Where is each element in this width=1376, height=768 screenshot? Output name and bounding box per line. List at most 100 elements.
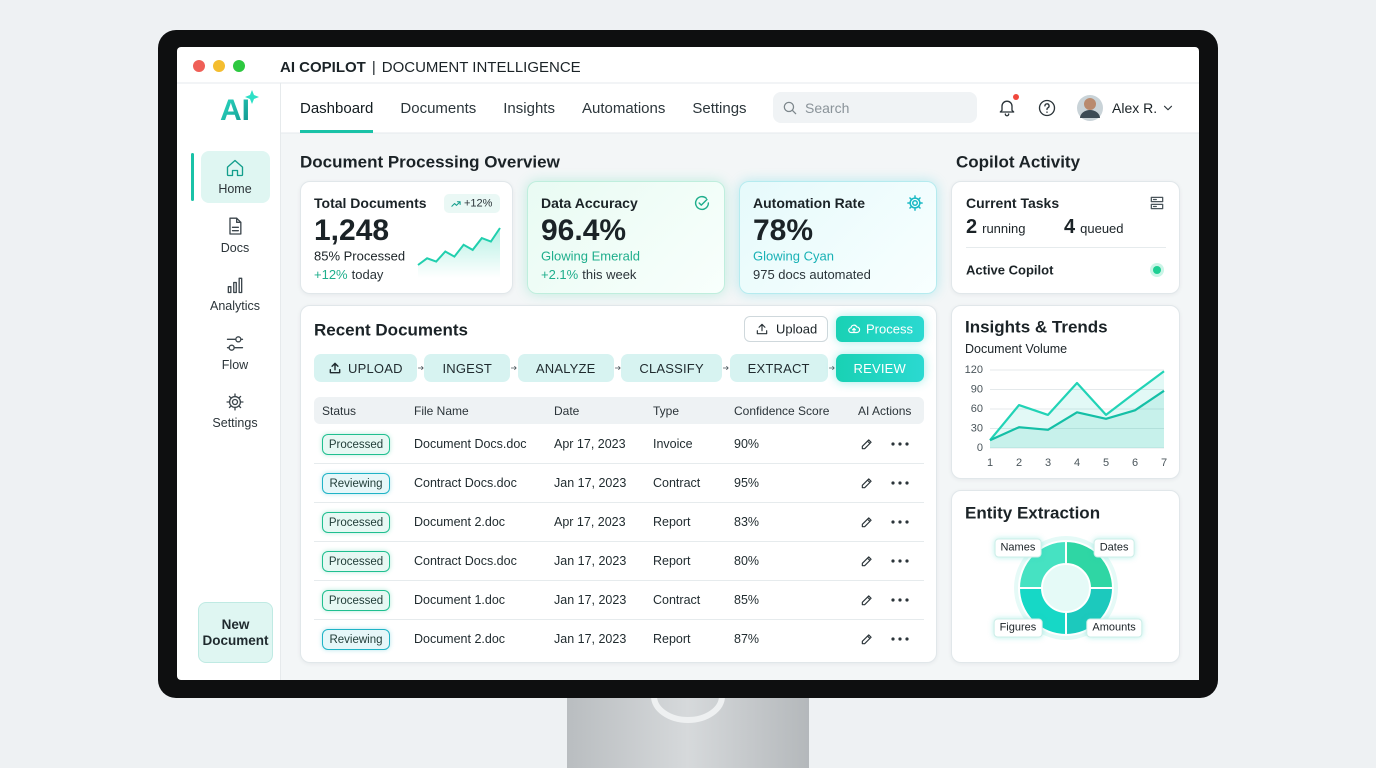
table-cell: 80% xyxy=(734,553,760,568)
pipeline-arrow-path xyxy=(828,365,835,371)
user-name[interactable]: Alex R. xyxy=(1112,100,1158,116)
pipeline-step-label[interactable]: UPLOAD xyxy=(348,360,403,376)
window-separator: | xyxy=(371,58,376,76)
table-cell: Jan 17, 2023 xyxy=(554,475,627,490)
running-tasks: 2 running xyxy=(966,216,1056,238)
row-divider xyxy=(314,502,924,503)
running-label: running xyxy=(982,221,1026,236)
stat-card-value: 1,248 xyxy=(314,214,390,247)
sidebar-label[interactable]: Home xyxy=(218,181,252,196)
window-brand: AI COPILOT xyxy=(280,58,366,76)
sidebar-label[interactable]: Settings xyxy=(212,415,258,430)
window-zoom[interactable] xyxy=(233,60,245,72)
queued-tasks: 4 queued xyxy=(1064,216,1154,238)
table-cell: Contract Docs.doc xyxy=(414,475,517,490)
table-cell: Jan 17, 2023 xyxy=(554,553,627,568)
pipeline-step-label[interactable]: CLASSIFY xyxy=(639,360,704,376)
stat-card-footer: +2.1% this week xyxy=(541,267,711,282)
table-cell: Report xyxy=(653,553,691,568)
row-divider xyxy=(314,541,924,542)
chart-subtitle: Document Volume xyxy=(965,341,1068,356)
pipeline-step-label[interactable]: REVIEW xyxy=(853,360,906,376)
window-title-text: DOCUMENT INTELLIGENCE xyxy=(381,58,581,76)
status-pill: Processed xyxy=(322,551,390,572)
pipeline-step-label[interactable]: INGEST xyxy=(442,360,493,376)
pipeline-step[interactable]: INGEST xyxy=(424,354,511,382)
stat-card-line: Glowing Cyan xyxy=(753,248,834,264)
table-header-cell: AI Actions xyxy=(858,403,912,418)
table-cell: 85% xyxy=(734,592,760,607)
nav-tab[interactable]: Insights xyxy=(503,100,555,117)
table-cell: Report xyxy=(653,514,691,529)
search-placeholder[interactable]: Search xyxy=(805,100,850,116)
table-cell: Document 1.doc xyxy=(414,592,506,607)
nav-tab[interactable]: Dashboard xyxy=(300,93,374,133)
row-divider xyxy=(314,580,924,581)
pipeline-step-label[interactable]: ANALYZE xyxy=(535,360,596,376)
panel-title: Entity Extraction xyxy=(965,503,1101,523)
table-header-cell: Date xyxy=(554,403,580,418)
row-divider xyxy=(314,619,924,620)
donut-label: Amounts xyxy=(1086,618,1142,638)
window-minimize[interactable] xyxy=(213,60,225,72)
pipeline-step[interactable]: CLASSIFY xyxy=(621,354,722,382)
stat-card-footer-text: 975 docs automated xyxy=(753,267,871,282)
active-copilot-label: Active Copilot xyxy=(966,262,1054,278)
sidebar-active-bar xyxy=(191,153,194,201)
nav-tab[interactable]: Documents xyxy=(400,100,477,117)
nav-tab[interactable]: Automations xyxy=(581,100,666,117)
pipeline-step-label[interactable]: EXTRACT xyxy=(747,360,810,376)
stat-card-line: 85% Processed xyxy=(314,248,406,264)
nav-tab[interactable]: Settings xyxy=(692,100,747,117)
stat-card xyxy=(527,181,725,294)
pipeline-arrow xyxy=(828,365,835,371)
pipeline-arrow-path xyxy=(722,365,729,371)
table-cell: Apr 17, 2023 xyxy=(554,436,626,451)
pipeline-icon xyxy=(329,362,341,374)
pipeline-icon-path xyxy=(329,362,341,374)
table-cell: Contract xyxy=(653,475,701,490)
pipeline-step[interactable]: EXTRACT xyxy=(729,354,828,382)
pipeline: UPLOAD INGEST ANALYZE CLASSIFY EXTRACT REVIEW xyxy=(314,354,924,382)
stat-card-line: Glowing Emerald xyxy=(541,248,640,264)
table-cell: 95% xyxy=(734,475,760,490)
table-cell: 87% xyxy=(734,631,760,646)
window-close[interactable] xyxy=(193,60,205,72)
pipeline-step[interactable]: UPLOAD xyxy=(314,354,417,382)
sidebar-label[interactable]: Flow xyxy=(221,357,249,372)
sidebar-label[interactable]: Analytics xyxy=(209,298,261,313)
status-pill: Processed xyxy=(322,434,390,455)
table-cell: Jan 17, 2023 xyxy=(554,592,627,607)
window-title: AI COPILOT | DOCUMENT INTELLIGENCE xyxy=(280,57,680,77)
sidebar-label[interactable]: Docs xyxy=(220,240,250,255)
copilot-card xyxy=(951,181,1180,294)
status-pill: Processed xyxy=(322,590,390,611)
new-document-button[interactable]: New Document xyxy=(198,602,273,663)
status-pill: Reviewing xyxy=(322,473,390,494)
copilot-divider xyxy=(966,247,1166,248)
donut-label: Dates xyxy=(1093,538,1135,558)
search-box[interactable] xyxy=(773,92,977,123)
upload-button-label[interactable]: Upload xyxy=(776,321,818,337)
table-header xyxy=(314,397,924,424)
pipeline-step[interactable]: REVIEW xyxy=(835,354,924,382)
stat-card-footer-text: today xyxy=(351,267,384,282)
process-button-label[interactable]: Process xyxy=(866,321,913,337)
table-header-cell: Type xyxy=(653,403,680,418)
donut-label: Names xyxy=(994,538,1042,558)
stat-card-title: Total Documents xyxy=(314,195,427,211)
pipeline-arrow xyxy=(510,365,517,371)
panel-title: Insights & Trends xyxy=(965,317,1108,337)
stand xyxy=(567,690,809,768)
table-cell: Contract Docs.doc xyxy=(414,553,517,568)
table-cell: Document 2.doc xyxy=(414,631,506,646)
status-label: Processed xyxy=(328,438,384,451)
sidebar-active-bg xyxy=(201,151,270,203)
stat-card-title: Data Accuracy xyxy=(541,195,638,211)
stat-card xyxy=(739,181,937,294)
row-divider xyxy=(314,463,924,464)
donut-label: Figures xyxy=(993,618,1043,638)
status-label: Processed xyxy=(328,555,384,568)
pipeline-step[interactable]: ANALYZE xyxy=(517,354,614,382)
